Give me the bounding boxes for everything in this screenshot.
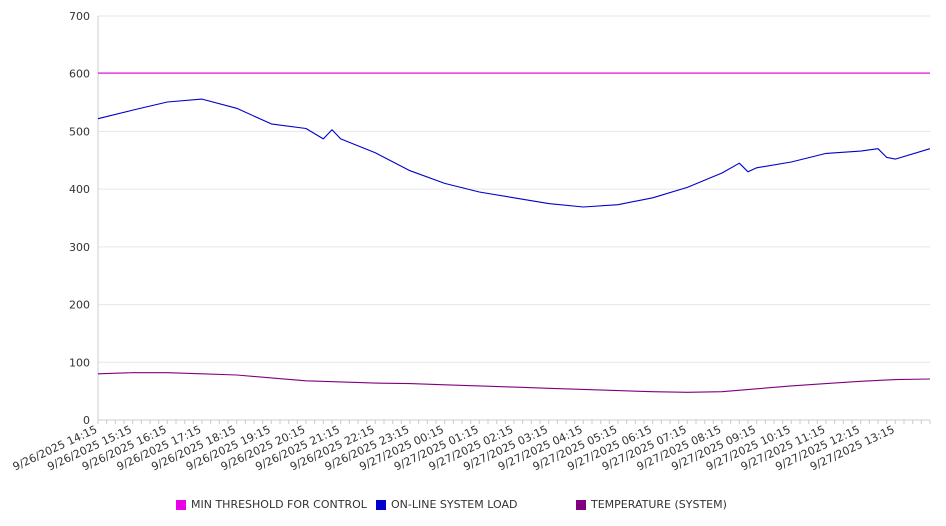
y-tick-label: 600 — [69, 68, 90, 81]
legend-label: ON-LINE SYSTEM LOAD — [391, 498, 518, 511]
legend-swatch — [176, 499, 186, 510]
y-tick-label: 300 — [69, 241, 90, 254]
gridlines — [98, 15, 930, 363]
legend-item: MIN THRESHOLD FOR CONTROL — [176, 498, 367, 511]
legend-swatch — [376, 499, 386, 510]
y-tick-label: 200 — [69, 299, 90, 312]
series-line-3 — [97, 372, 931, 393]
series-line-2 — [97, 98, 931, 208]
y-tick-label: 100 — [69, 356, 90, 369]
legend-item: ON-LINE SYSTEM LOAD — [376, 498, 517, 511]
y-tick-label: 500 — [69, 125, 90, 138]
y-tick-label: 700 — [69, 10, 90, 23]
legend: MIN THRESHOLD FOR CONTROL ON-LINE SYSTEM … — [0, 498, 946, 514]
y-tick-label: 0 — [83, 414, 90, 427]
axes — [97, 16, 931, 424]
legend-label: TEMPERATURE (SYSTEM) — [591, 498, 727, 511]
y-axis-ticks: 0 100 200 300 400 500 600 700 — [69, 10, 90, 427]
x-axis-ticks: 9/26/2025 14:159/26/2025 15:159/26/2025 … — [11, 423, 897, 473]
legend-label: MIN THRESHOLD FOR CONTROL — [191, 498, 367, 511]
legend-item: TEMPERATURE (SYSTEM) — [576, 498, 727, 511]
legend-swatch — [576, 499, 586, 510]
series-lines — [97, 72, 931, 393]
y-tick-label: 400 — [69, 183, 90, 196]
